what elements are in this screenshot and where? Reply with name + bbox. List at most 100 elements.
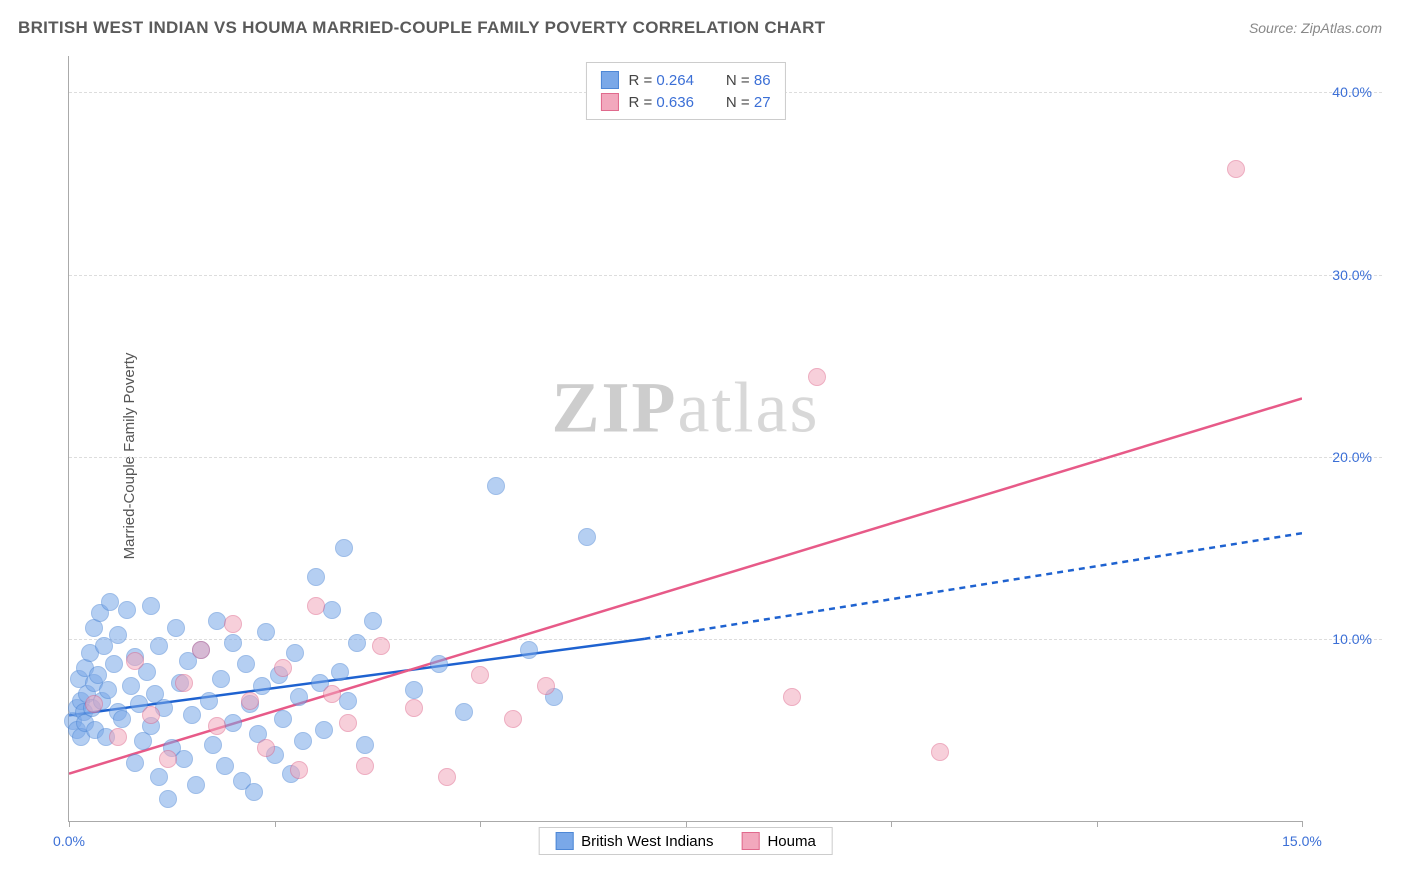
chart-title: BRITISH WEST INDIAN VS HOUMA MARRIED-COU… — [18, 18, 825, 38]
data-point-houma — [323, 685, 341, 703]
data-point-bwi — [487, 477, 505, 495]
data-point-houma — [257, 739, 275, 757]
data-point-bwi — [187, 776, 205, 794]
legend-stat-row-bwi: R = 0.264N = 86 — [600, 69, 770, 91]
data-point-bwi — [520, 641, 538, 659]
data-point-bwi — [286, 644, 304, 662]
x-tick-label: 15.0% — [1282, 833, 1322, 849]
data-point-bwi — [331, 663, 349, 681]
data-point-bwi — [356, 736, 374, 754]
legend-stat-row-houma: R = 0.636 N = 27 — [600, 91, 770, 113]
data-point-houma — [159, 750, 177, 768]
data-point-houma — [290, 761, 308, 779]
data-point-bwi — [245, 783, 263, 801]
data-point-houma — [274, 659, 292, 677]
data-point-houma — [208, 717, 226, 735]
data-point-bwi — [455, 703, 473, 721]
data-point-bwi — [212, 670, 230, 688]
legend-swatch-bwi — [555, 832, 573, 850]
y-tick-label: 10.0% — [1332, 631, 1372, 647]
legend-swatch-bwi — [600, 71, 618, 89]
data-point-bwi — [150, 768, 168, 786]
chart-container: Married-Couple Family Poverty ZIPatlas R… — [38, 50, 1382, 862]
data-point-houma — [142, 706, 160, 724]
data-point-bwi — [99, 681, 117, 699]
x-tick — [1302, 821, 1303, 827]
data-point-houma — [339, 714, 357, 732]
data-point-houma — [1227, 160, 1245, 178]
data-point-houma — [241, 692, 259, 710]
legend-label: Houma — [767, 833, 815, 850]
data-point-bwi — [183, 706, 201, 724]
data-point-bwi — [237, 655, 255, 673]
y-tick-label: 40.0% — [1332, 84, 1372, 100]
legend-swatch-houma — [600, 93, 618, 111]
data-point-bwi — [142, 597, 160, 615]
legend-swatch-houma — [741, 832, 759, 850]
legend-item-bwi: British West Indians — [555, 832, 713, 850]
data-point-bwi — [159, 790, 177, 808]
scatter-plot: ZIPatlas R = 0.264N = 86R = 0.636N = 27 … — [68, 56, 1302, 822]
data-point-houma — [85, 695, 103, 713]
data-point-houma — [808, 368, 826, 386]
r-label: R = 0.636 — [628, 94, 693, 111]
data-point-bwi — [274, 710, 292, 728]
data-point-houma — [372, 637, 390, 655]
data-point-houma — [537, 677, 555, 695]
data-point-bwi — [175, 750, 193, 768]
data-point-bwi — [339, 692, 357, 710]
n-label: N = 27 — [726, 94, 771, 111]
x-tick — [891, 821, 892, 827]
data-point-bwi — [578, 528, 596, 546]
data-point-bwi — [294, 732, 312, 750]
y-tick-label: 30.0% — [1332, 267, 1372, 283]
data-point-houma — [109, 728, 127, 746]
data-point-houma — [307, 597, 325, 615]
source-attribution: Source: ZipAtlas.com — [1249, 20, 1382, 36]
data-point-houma — [356, 757, 374, 775]
watermark: ZIPatlas — [552, 366, 820, 449]
data-point-bwi — [216, 757, 234, 775]
data-point-bwi — [307, 568, 325, 586]
data-point-bwi — [257, 623, 275, 641]
data-point-bwi — [208, 612, 226, 630]
data-point-houma — [175, 674, 193, 692]
data-point-bwi — [167, 619, 185, 637]
data-point-bwi — [348, 634, 366, 652]
data-point-bwi — [200, 692, 218, 710]
data-point-bwi — [113, 710, 131, 728]
x-tick — [275, 821, 276, 827]
data-point-houma — [405, 699, 423, 717]
data-point-bwi — [118, 601, 136, 619]
x-tick-label: 0.0% — [53, 833, 85, 849]
series-legend: British West Indians Houma — [538, 827, 833, 855]
data-point-houma — [783, 688, 801, 706]
data-point-bwi — [405, 681, 423, 699]
data-point-houma — [471, 666, 489, 684]
data-point-houma — [126, 652, 144, 670]
data-point-bwi — [364, 612, 382, 630]
n-label: N = 86 — [726, 72, 771, 89]
correlation-legend: R = 0.264N = 86 R = 0.636 N = 27 — [585, 62, 785, 120]
data-point-bwi — [335, 539, 353, 557]
data-point-bwi — [430, 655, 448, 673]
data-point-bwi — [150, 637, 168, 655]
gridline — [69, 275, 1382, 276]
legend-label: British West Indians — [581, 833, 713, 850]
data-point-bwi — [122, 677, 140, 695]
data-point-bwi — [204, 736, 222, 754]
y-tick-label: 20.0% — [1332, 449, 1372, 465]
data-point-houma — [438, 768, 456, 786]
data-point-bwi — [315, 721, 333, 739]
data-point-houma — [504, 710, 522, 728]
legend-item-houma: Houma — [741, 832, 815, 850]
gridline — [69, 457, 1382, 458]
data-point-bwi — [101, 593, 119, 611]
data-point-bwi — [126, 754, 144, 772]
x-tick — [69, 821, 70, 827]
data-point-bwi — [290, 688, 308, 706]
x-tick — [480, 821, 481, 827]
data-point-bwi — [253, 677, 271, 695]
data-point-bwi — [105, 655, 123, 673]
data-point-bwi — [109, 626, 127, 644]
